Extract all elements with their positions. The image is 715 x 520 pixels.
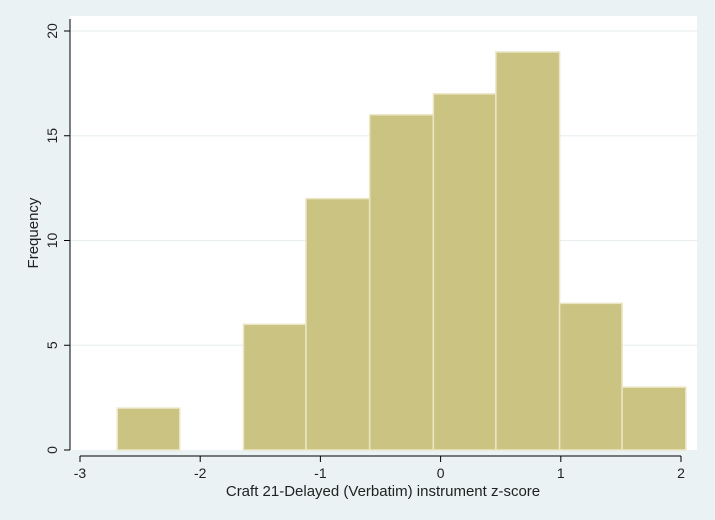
x-tick-label: 1: [557, 465, 565, 481]
y-tick-label: 0: [44, 446, 60, 454]
y-ticks: 0 5 10 15 20: [44, 23, 70, 454]
histogram-bar: [305, 197, 371, 451]
bars: [116, 51, 687, 451]
histogram-bar: [432, 93, 497, 451]
histogram-bar: [621, 386, 687, 451]
y-axis-title: Frequency: [25, 197, 42, 268]
x-tick-label: 0: [437, 465, 445, 481]
histogram-bar: [558, 302, 623, 451]
x-ticks: -3 -2 -1 0 1 2: [74, 456, 685, 481]
x-tick-label: 2: [677, 465, 685, 481]
histogram-bar: [116, 407, 181, 451]
y-tick-label: 10: [44, 233, 60, 249]
y-tick-label: 15: [44, 128, 60, 144]
x-tick-label: -2: [194, 465, 207, 481]
x-tick-label: -1: [314, 465, 327, 481]
histogram-bar: [495, 51, 561, 451]
x-axis-title: Craft 21-Delayed (Verbatim) instrument z…: [226, 483, 540, 500]
y-tick-label: 20: [44, 23, 60, 39]
histogram-bar: [242, 323, 307, 451]
histogram-bar: [368, 114, 435, 451]
y-tick-label: 5: [44, 341, 60, 349]
x-tick-label: -3: [74, 465, 87, 481]
axes: [69, 19, 681, 457]
